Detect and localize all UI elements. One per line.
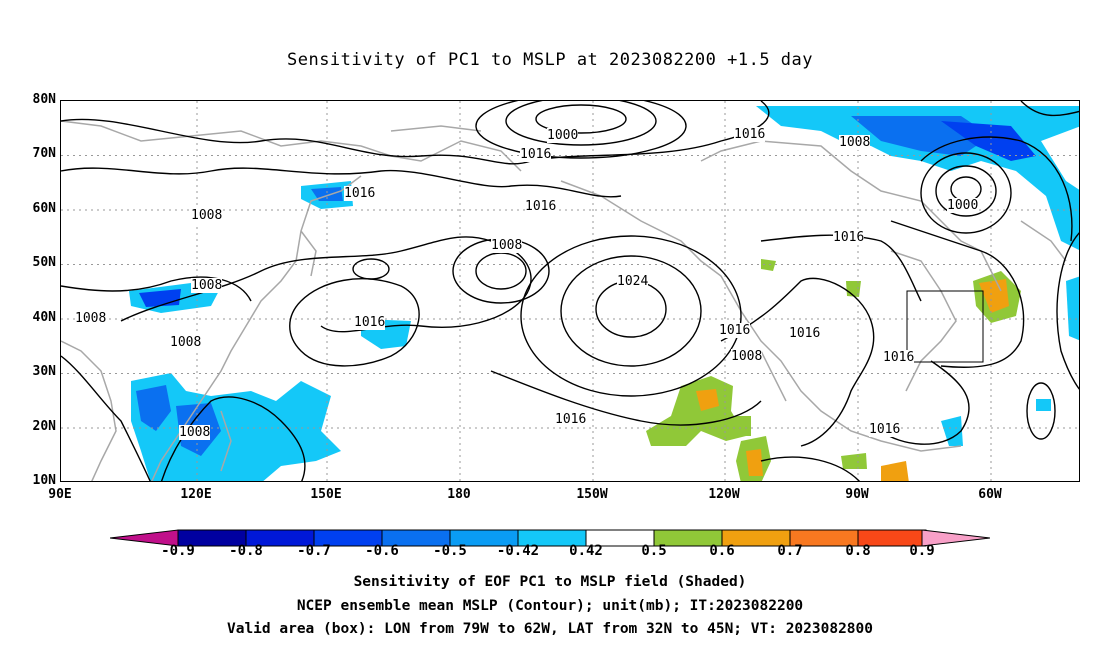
- lon-label-120w: 120W: [708, 487, 740, 502]
- lon-label-150w: 150W: [576, 487, 608, 502]
- graticule: [61, 101, 1079, 481]
- lon-label-180: 180: [447, 487, 471, 502]
- lat-label-40n: 40N: [32, 310, 56, 325]
- colorbar-label: 0.7: [777, 543, 803, 559]
- valid-area-box: [906, 290, 984, 363]
- contour-label: 1000: [947, 198, 979, 213]
- contour-label: 1024: [617, 274, 649, 289]
- contour-label: 1008: [75, 311, 107, 326]
- contour-label: 1016: [525, 199, 557, 214]
- contour-label: 1016: [883, 350, 915, 365]
- lon-label-60w: 60W: [978, 487, 1002, 502]
- map-panel: 1000 1016 1016 1008 1016 1016 1008 1000 …: [60, 100, 1080, 482]
- colorbar-label: 0.5: [641, 543, 667, 559]
- colorbar-swatches: [109, 529, 991, 547]
- contour-label: 1000: [547, 128, 579, 143]
- colorbar-label: -0.9: [161, 543, 195, 559]
- lat-label-50n: 50N: [32, 255, 56, 270]
- contour-label: 1016: [354, 315, 386, 330]
- lon-label-120e: 120E: [180, 487, 212, 502]
- lat-label-80n: 80N: [32, 92, 56, 107]
- contour-label: 1016: [555, 412, 587, 427]
- lat-label-70n: 70N: [32, 146, 56, 161]
- colorbar-label: -0.8: [229, 543, 263, 559]
- coastlines: [61, 120, 1067, 481]
- colorbar-label: -0.5: [433, 543, 467, 559]
- caption-line-1: Sensitivity of EOF PC1 to MSLP field (Sh…: [353, 574, 747, 590]
- lon-label-90e: 90E: [48, 487, 72, 502]
- contour-label: 1016: [734, 127, 766, 142]
- colorbar-label: -0.6: [365, 543, 399, 559]
- colorbar-label: -0.42: [496, 543, 540, 559]
- lon-label-90w: 90W: [845, 487, 869, 502]
- colorbar-label: -0.7: [297, 543, 331, 559]
- contour-label: 1008: [191, 278, 223, 293]
- contour-label: 1016: [520, 147, 552, 162]
- contour-label: 1008: [170, 335, 202, 350]
- lat-label-60n: 60N: [32, 201, 56, 216]
- lon-label-150e: 150E: [310, 487, 342, 502]
- lat-label-30n: 30N: [32, 364, 56, 379]
- caption-line-3: Valid area (box): LON from 79W to 62W, L…: [226, 621, 873, 637]
- lat-label-10n: 10N: [32, 473, 56, 488]
- colorbar-label: 0.9: [909, 543, 935, 559]
- caption-line-2: NCEP ensemble mean MSLP (Contour); unit(…: [296, 598, 804, 614]
- contour-label: 1008: [491, 238, 523, 253]
- colorbar: [109, 529, 991, 551]
- contour-label: 1016: [869, 422, 901, 437]
- colorbar-label: 0.42: [569, 543, 603, 559]
- map-title: Sensitivity of PC1 to MSLP at 2023082200…: [286, 50, 813, 70]
- contour-label: 1008: [839, 135, 871, 150]
- contour-label: 1008: [191, 208, 223, 223]
- colorbar-swatch-13: [921, 529, 991, 547]
- colorbar-label: 0.8: [845, 543, 871, 559]
- colorbar-labels: -0.9 -0.8 -0.7 -0.6 -0.5 -0.42 0.42 0.5 …: [0, 543, 1100, 561]
- colorbar-label: 0.6: [709, 543, 735, 559]
- contour-label: 1016: [344, 186, 376, 201]
- contour-label: 1008: [731, 349, 763, 364]
- contour-label: 1016: [789, 326, 821, 341]
- contour-label: 1016: [719, 323, 751, 338]
- lat-label-20n: 20N: [32, 419, 56, 434]
- contour-label: 1016: [833, 230, 865, 245]
- negative-sensitivity-shading: [129, 106, 1079, 481]
- contour-label: 1008: [179, 425, 211, 440]
